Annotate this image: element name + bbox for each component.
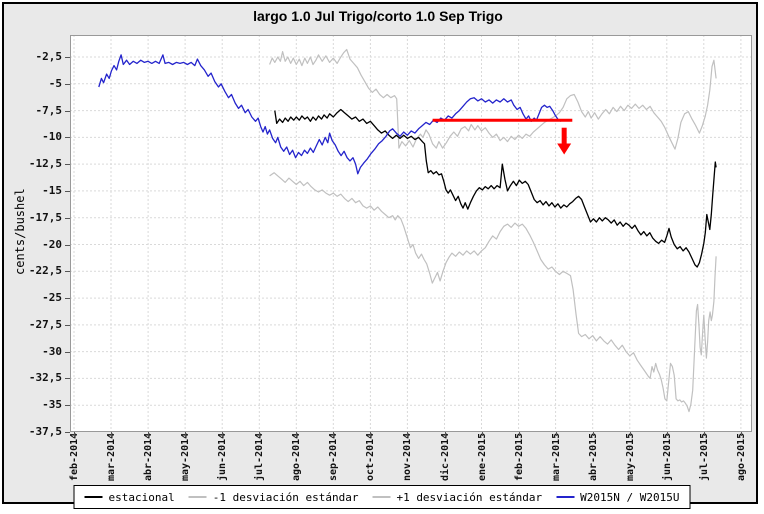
y-tick-label: -17,5 <box>28 210 62 224</box>
y-tick-mark <box>65 83 70 85</box>
x-tick-label: may-2014 <box>180 432 192 481</box>
y-tick-mark <box>65 164 70 166</box>
x-tick-mark <box>222 432 224 436</box>
y-tick-mark <box>65 271 70 273</box>
x-tick-mark <box>185 432 187 436</box>
y-tick-label: -30 <box>42 344 62 358</box>
x-tick-label: jul-2014 <box>254 432 266 481</box>
x-tick-mark <box>333 432 335 436</box>
y-tick-label: -22,5 <box>28 264 62 278</box>
x-tick-label: ene-2015 <box>476 432 488 481</box>
plus1-std-line-swatch <box>372 496 391 498</box>
plot-area <box>70 35 752 432</box>
legend: estacional -1 desviación estándar +1 des… <box>73 485 691 509</box>
y-tick-mark <box>65 137 70 139</box>
x-tick-mark <box>444 432 446 436</box>
minus1-std-line-swatch <box>188 496 207 498</box>
x-tick-label: jun-2014 <box>217 432 229 481</box>
x-tick-mark <box>370 432 372 436</box>
w2015n-w2015u-line-swatch <box>556 496 575 498</box>
y-tick-label: -2,5 <box>35 50 63 63</box>
x-tick-label: nov-2014 <box>402 432 414 481</box>
y-tick-mark <box>65 324 70 326</box>
y-tick-label: -15 <box>42 183 62 197</box>
y-tick-mark <box>65 110 70 112</box>
y-tick-label: -5 <box>48 76 62 90</box>
y-tick-label: -32,5 <box>28 371 62 385</box>
y-tick-mark <box>65 432 70 433</box>
y-tick-mark <box>65 57 70 58</box>
x-tick-mark <box>111 432 113 436</box>
x-tick-label: abr-2015 <box>587 432 599 481</box>
x-tick-label: feb-2014 <box>69 432 80 481</box>
legend-item-estacional: estacional <box>84 490 175 504</box>
legend-item-plus1-std: +1 desviación estándar <box>372 491 542 504</box>
x-tick-mark <box>407 432 409 436</box>
legend-item-label: +1 desviación estándar <box>396 490 543 504</box>
y-tick-mark <box>65 378 70 380</box>
y-tick-label: -25 <box>42 291 62 305</box>
x-tick-mark <box>703 432 705 436</box>
x-tick-mark <box>148 432 150 436</box>
x-tick-label: feb-2015 <box>513 432 525 481</box>
y-tick-label: -27,5 <box>28 317 62 331</box>
chart-title: largo 1.0 Jul Trigo/corto 1.0 Sep Trigo <box>253 8 503 24</box>
x-tick-label: may-2015 <box>624 432 636 481</box>
y-tick-label: -20 <box>42 237 62 251</box>
legend-item-minus1-std: -1 desviación estándar <box>188 490 359 504</box>
x-tick-label: sep-2014 <box>328 432 340 481</box>
legend-item-label: estacional <box>108 490 175 504</box>
x-tick-label: mar-2014 <box>106 432 118 481</box>
y-tick-label: -10 <box>42 130 62 144</box>
x-tick-label: mar-2015 <box>550 432 562 481</box>
y-tick-mark <box>65 405 70 407</box>
y-tick-label: -7,5 <box>35 103 63 117</box>
y-tick-label: -35 <box>42 398 62 412</box>
x-tick-mark <box>592 432 594 436</box>
y-tick-mark <box>65 298 70 300</box>
x-tick-mark <box>666 432 668 436</box>
y-axis-label: cents/bushel <box>13 188 27 275</box>
legend-item-w2015n-w2015u: W2015N / W2015U <box>556 491 679 504</box>
x-tick-mark <box>259 432 261 436</box>
x-tick-mark <box>481 432 483 436</box>
x-tick-label: dic-2014 <box>439 432 451 481</box>
x-tick-label: ago-2015 <box>735 432 747 481</box>
y-tick-label: -37,5 <box>28 425 62 438</box>
x-tick-label: oct-2014 <box>365 432 377 481</box>
x-tick-label: jul-2015 <box>698 432 710 481</box>
x-tick-mark <box>296 432 298 436</box>
x-tick-label: abr-2014 <box>143 432 155 481</box>
estacional-line-swatch <box>84 496 103 498</box>
x-tick-label: jun-2015 <box>661 432 673 481</box>
y-tick-mark <box>65 217 70 219</box>
y-tick-mark <box>65 190 70 192</box>
legend-item-label: -1 desviación estándar <box>212 490 359 504</box>
y-tick-mark <box>65 351 70 353</box>
x-tick-mark <box>518 432 520 436</box>
x-tick-mark <box>629 432 631 436</box>
x-tick-mark <box>74 432 75 436</box>
x-tick-mark <box>740 432 742 436</box>
x-tick-label: ago-2014 <box>291 432 303 481</box>
y-tick-label: -12,5 <box>28 157 62 171</box>
x-tick-mark <box>555 432 557 436</box>
legend-item-label: W2015N / W2015U <box>580 490 680 504</box>
chart-canvas <box>70 35 752 432</box>
y-tick-mark <box>65 244 70 246</box>
